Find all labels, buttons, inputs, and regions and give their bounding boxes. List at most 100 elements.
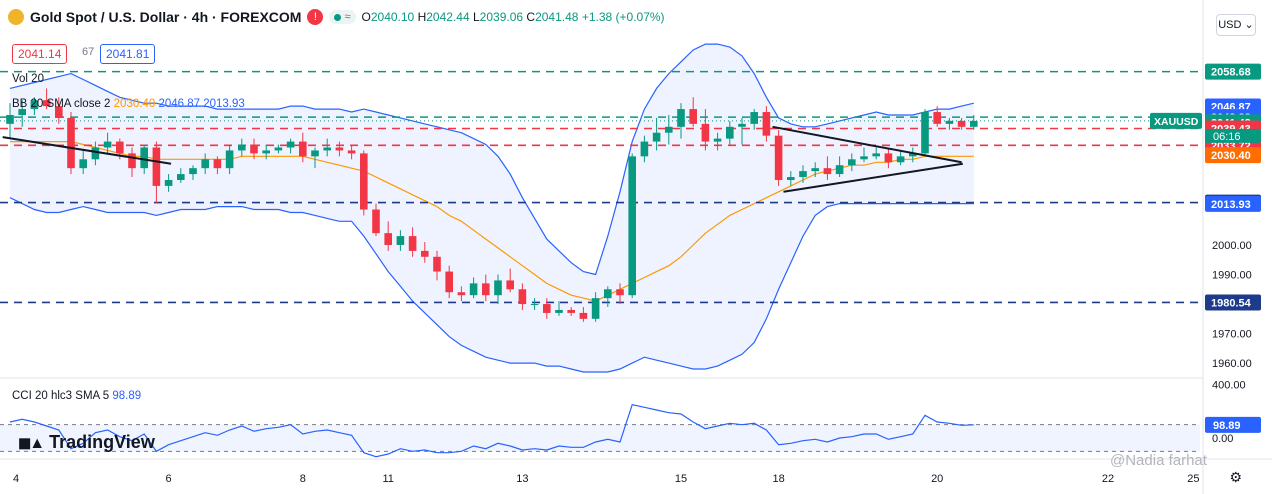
candle[interactable] bbox=[518, 283, 527, 310]
candle[interactable] bbox=[665, 114, 673, 145]
candle[interactable] bbox=[555, 301, 563, 316]
price-axis[interactable]: 1960.00 1970.00 1990.00 2000.00 400.00 0.00 bbox=[1212, 240, 1252, 445]
candle[interactable] bbox=[30, 97, 39, 115]
candle[interactable] bbox=[152, 141, 161, 204]
candle[interactable] bbox=[848, 153, 856, 172]
candle[interactable] bbox=[896, 150, 905, 166]
candle[interactable] bbox=[421, 242, 429, 263]
candle[interactable] bbox=[201, 153, 209, 175]
sell-price-button[interactable]: 2041.14 bbox=[12, 44, 68, 64]
candle[interactable] bbox=[909, 147, 917, 163]
candle[interactable] bbox=[774, 129, 783, 186]
candle[interactable] bbox=[530, 298, 539, 310]
candle[interactable] bbox=[469, 277, 478, 299]
candle[interactable] bbox=[55, 97, 63, 124]
candle[interactable] bbox=[701, 109, 710, 151]
warning-badge[interactable]: ! bbox=[307, 9, 324, 25]
candle[interactable] bbox=[79, 150, 87, 175]
candle-body bbox=[640, 141, 649, 157]
candle[interactable] bbox=[494, 274, 502, 305]
cci-legend[interactable]: CCI 20 hlc3 SMA 5 98.89 bbox=[12, 390, 141, 402]
currency-select[interactable]: USD ⌄ bbox=[1216, 14, 1256, 36]
candle[interactable] bbox=[945, 117, 954, 130]
candle[interactable] bbox=[482, 274, 490, 302]
tradingview-logo[interactable]: ◼▲ TradingView bbox=[18, 432, 155, 453]
time-axis[interactable]: 4 6 8 11 13 15 18 20 22 25 bbox=[13, 473, 1199, 485]
candle[interactable] bbox=[933, 106, 941, 127]
buy-price-button[interactable]: 2041.81 bbox=[100, 44, 156, 64]
candle[interactable] bbox=[579, 307, 588, 322]
candle[interactable] bbox=[384, 221, 392, 251]
tradingview-wordmark: TradingView bbox=[49, 432, 155, 452]
candle[interactable] bbox=[91, 141, 100, 166]
candle[interactable] bbox=[799, 165, 807, 183]
candle[interactable] bbox=[591, 292, 600, 322]
symbol-title[interactable]: Gold Spot / U.S. Dollar · 4h · FOREXCOM bbox=[30, 9, 302, 25]
candle[interactable] bbox=[262, 144, 270, 160]
candle[interactable] bbox=[543, 298, 551, 319]
candle[interactable] bbox=[750, 109, 758, 130]
candle[interactable] bbox=[128, 147, 136, 178]
candle[interactable] bbox=[811, 162, 819, 178]
candle[interactable] bbox=[225, 144, 234, 175]
candle[interactable] bbox=[189, 165, 197, 180]
candle[interactable] bbox=[213, 156, 222, 175]
candle[interactable] bbox=[396, 230, 405, 251]
candle[interactable] bbox=[457, 286, 466, 302]
candle[interactable] bbox=[823, 156, 832, 180]
candlesticks[interactable] bbox=[6, 88, 978, 322]
candle[interactable] bbox=[567, 307, 575, 316]
candle[interactable] bbox=[860, 147, 868, 163]
settings-gear-icon[interactable]: ⚙ bbox=[1229, 469, 1242, 485]
candle[interactable] bbox=[970, 114, 978, 130]
bb-legend[interactable]: BB 20 SMA close 2 2030.40 2046.87 2013.9… bbox=[12, 98, 245, 110]
candle[interactable] bbox=[299, 132, 307, 163]
trendline[interactable] bbox=[772, 125, 962, 164]
candle[interactable] bbox=[238, 138, 246, 157]
volume-legend[interactable]: Vol 20 bbox=[12, 73, 44, 85]
candle[interactable] bbox=[762, 106, 771, 142]
candle[interactable] bbox=[372, 203, 380, 237]
candle[interactable] bbox=[274, 144, 283, 154]
candle[interactable] bbox=[323, 138, 331, 157]
candle[interactable] bbox=[677, 103, 685, 139]
candle[interactable] bbox=[628, 153, 636, 299]
candle[interactable] bbox=[921, 109, 929, 157]
candle[interactable] bbox=[445, 265, 453, 299]
candle[interactable] bbox=[604, 286, 612, 308]
candle[interactable] bbox=[335, 141, 344, 157]
candle[interactable] bbox=[42, 88, 51, 110]
candle[interactable] bbox=[738, 117, 746, 145]
candle[interactable] bbox=[164, 174, 173, 192]
candle[interactable] bbox=[347, 144, 356, 160]
candle[interactable] bbox=[689, 97, 697, 127]
market-status-pill[interactable]: ≈ bbox=[329, 10, 356, 24]
candle[interactable] bbox=[616, 283, 624, 305]
candle[interactable] bbox=[177, 168, 185, 183]
candle[interactable] bbox=[726, 120, 734, 145]
candle[interactable] bbox=[872, 147, 880, 160]
candle[interactable] bbox=[652, 117, 661, 151]
candle[interactable] bbox=[884, 147, 893, 169]
candle-body bbox=[238, 144, 246, 151]
candle[interactable] bbox=[250, 138, 258, 160]
candle[interactable] bbox=[311, 147, 319, 169]
candle[interactable] bbox=[506, 268, 514, 293]
candle[interactable] bbox=[835, 156, 844, 178]
candle[interactable] bbox=[957, 117, 966, 130]
candle[interactable] bbox=[787, 171, 795, 186]
candle[interactable] bbox=[6, 103, 14, 139]
candle[interactable] bbox=[713, 132, 722, 151]
candle[interactable] bbox=[103, 132, 112, 154]
candle[interactable] bbox=[360, 150, 368, 216]
candle[interactable] bbox=[67, 112, 75, 175]
candle[interactable] bbox=[286, 138, 295, 154]
trendline[interactable] bbox=[2, 136, 172, 165]
candle[interactable] bbox=[433, 250, 441, 281]
trendline[interactable] bbox=[783, 162, 963, 193]
trendlines[interactable] bbox=[2, 125, 963, 193]
candle[interactable] bbox=[408, 227, 417, 257]
candle[interactable] bbox=[640, 135, 649, 163]
candle[interactable] bbox=[18, 100, 26, 127]
